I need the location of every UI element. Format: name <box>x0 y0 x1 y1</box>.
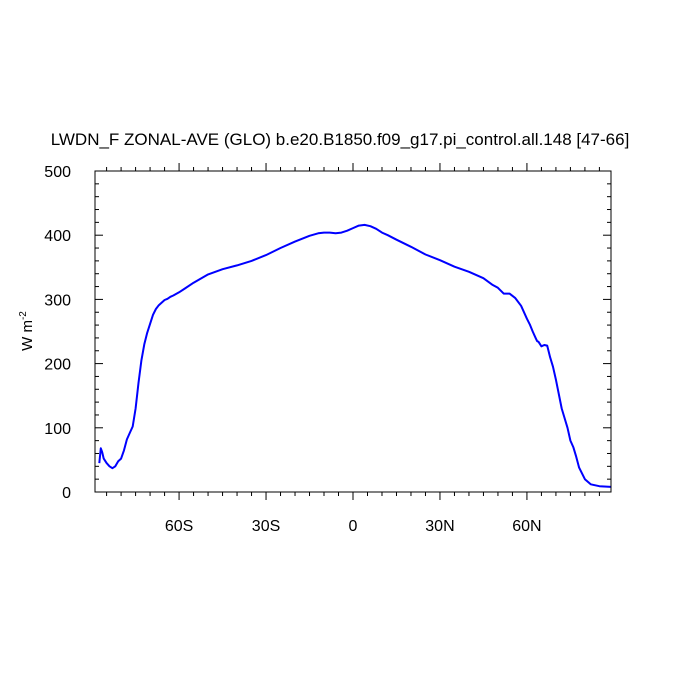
x-tick-label: 60N <box>512 518 541 535</box>
axis-ticks <box>95 163 611 500</box>
y-tick-label: 200 <box>44 357 71 374</box>
y-tick-label: 400 <box>44 228 71 245</box>
y-tick-label: 300 <box>44 292 71 309</box>
x-tick-label: 0 <box>349 518 358 535</box>
tick-labels: 0 100 200 300 400 500 60S 30S 0 30N 60N <box>44 164 541 535</box>
series-line <box>98 223 612 488</box>
y-tick-label: 0 <box>62 485 71 502</box>
y-tick-label: 100 <box>44 421 71 438</box>
chart-title: LWDN_F ZONAL-AVE (GLO) b.e20.B1850.f09_g… <box>51 130 630 149</box>
x-tick-label: 30S <box>252 518 280 535</box>
y-tick-label: 500 <box>44 164 71 181</box>
y-axis-label-text: W m <box>19 320 36 351</box>
y-axis-label: W m-2 <box>18 311 36 351</box>
y-axis-label-superscript: -2 <box>18 311 29 320</box>
x-tick-label: 60S <box>165 518 193 535</box>
svg-text:W m-2: W m-2 <box>18 311 36 351</box>
x-tick-label: 30N <box>425 518 454 535</box>
plot-frame <box>94 170 612 493</box>
